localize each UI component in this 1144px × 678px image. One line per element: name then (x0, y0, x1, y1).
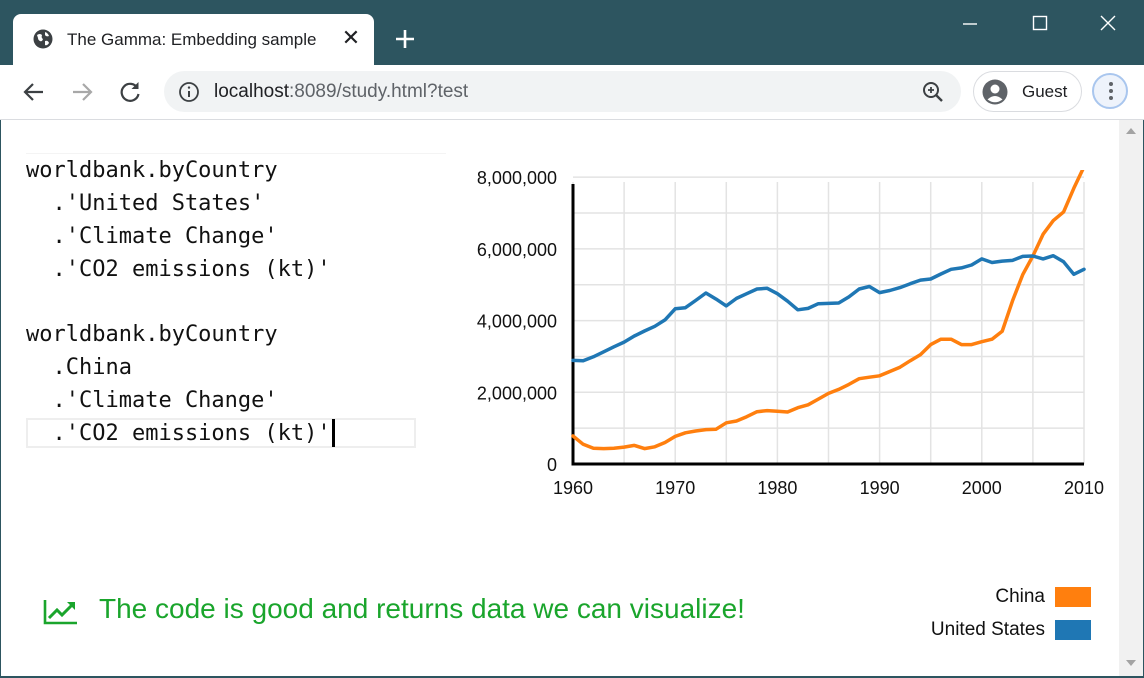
status-text: The code is good and returns data we can… (99, 593, 745, 624)
plus-icon[interactable] (392, 26, 418, 52)
profile-button[interactable]: Guest (973, 71, 1082, 112)
avatar-icon (982, 79, 1008, 105)
code-line[interactable]: worldbank.byCountry (26, 158, 278, 183)
legend-item: United States (881, 619, 1091, 641)
tab-title: The Gamma: Embedding sample (67, 30, 317, 49)
text-caret (331, 419, 335, 447)
code-line-text: .'CO2 emissions (kt)' (26, 421, 331, 446)
legend-item: China (881, 586, 1091, 608)
x-tick-label: 1970 (655, 478, 695, 498)
co2-line-chart: 0 2,000,000 4,000,000 6,000,000 8,000,000 196… (477, 170, 1104, 498)
page-content: worldbank.byCountry .'United States' .'C… (1, 120, 1119, 676)
code-line[interactable]: .'United States' (26, 191, 265, 216)
y-tick-label: 4,000,000 (477, 312, 557, 332)
legend-swatch (1055, 620, 1091, 640)
code-line[interactable]: .'Climate Change' (26, 388, 278, 413)
scroll-down-arrow-icon[interactable] (1126, 660, 1136, 666)
chart-legend: China United States (881, 582, 1091, 652)
code-editor[interactable]: worldbank.byCountry .'United States' .'C… (26, 153, 446, 454)
y-tick-label: 2,000,000 (477, 383, 557, 403)
vertical-scrollbar[interactable] (1119, 120, 1143, 676)
forward-arrow-icon[interactable] (68, 78, 96, 106)
y-tick-label: 0 (547, 455, 557, 475)
legend-label: China (995, 586, 1045, 607)
scroll-up-arrow-icon[interactable] (1126, 128, 1136, 134)
url-text[interactable]: localhost:8089/study.html?test (214, 81, 468, 103)
series-line-china (571, 170, 1085, 451)
maximize-icon[interactable] (1020, 10, 1060, 38)
x-tick-label: 1980 (757, 478, 797, 498)
trending-up-icon (43, 600, 77, 625)
x-tick-label: 2010 (1064, 478, 1104, 498)
legend-swatch (1055, 587, 1091, 607)
code-line-current[interactable]: .'CO2 emissions (kt)' (26, 419, 335, 449)
reload-icon[interactable] (116, 78, 144, 106)
y-tick-label: 8,000,000 (477, 170, 557, 188)
browser-tab[interactable]: The Gamma: Embedding sample ✕ (13, 14, 374, 65)
current-line-highlight (26, 418, 416, 448)
x-tick-label: 1960 (553, 478, 593, 498)
menu-icon[interactable] (1092, 73, 1128, 109)
x-tick-label: 1990 (860, 478, 900, 498)
close-icon[interactable]: ✕ (341, 25, 361, 50)
minimize-icon[interactable] (950, 10, 990, 38)
code-line[interactable]: .'CO2 emissions (kt)' (26, 257, 331, 282)
series-line-united-states (571, 253, 1086, 363)
code-line[interactable]: worldbank.byCountry (26, 322, 278, 347)
back-arrow-icon[interactable] (20, 78, 48, 106)
x-tick-label: 2000 (962, 478, 1002, 498)
globe-icon (33, 29, 53, 49)
browser-toolbar: localhost:8089/study.html?test Guest (0, 65, 1144, 120)
code-line[interactable]: .China (26, 355, 132, 380)
url-host: localhost (214, 81, 289, 102)
zoom-icon[interactable] (921, 80, 945, 104)
url-path: :8089/study.html?test (289, 81, 469, 102)
profile-label: Guest (1022, 82, 1068, 101)
info-icon[interactable] (178, 81, 200, 103)
code-line[interactable]: .'Climate Change' (26, 224, 278, 249)
legend-label: United States (930, 619, 1045, 640)
address-bar[interactable]: localhost:8089/study.html?test (164, 71, 961, 112)
window-close-icon[interactable] (1088, 10, 1128, 38)
y-tick-label: 6,000,000 (477, 240, 557, 260)
